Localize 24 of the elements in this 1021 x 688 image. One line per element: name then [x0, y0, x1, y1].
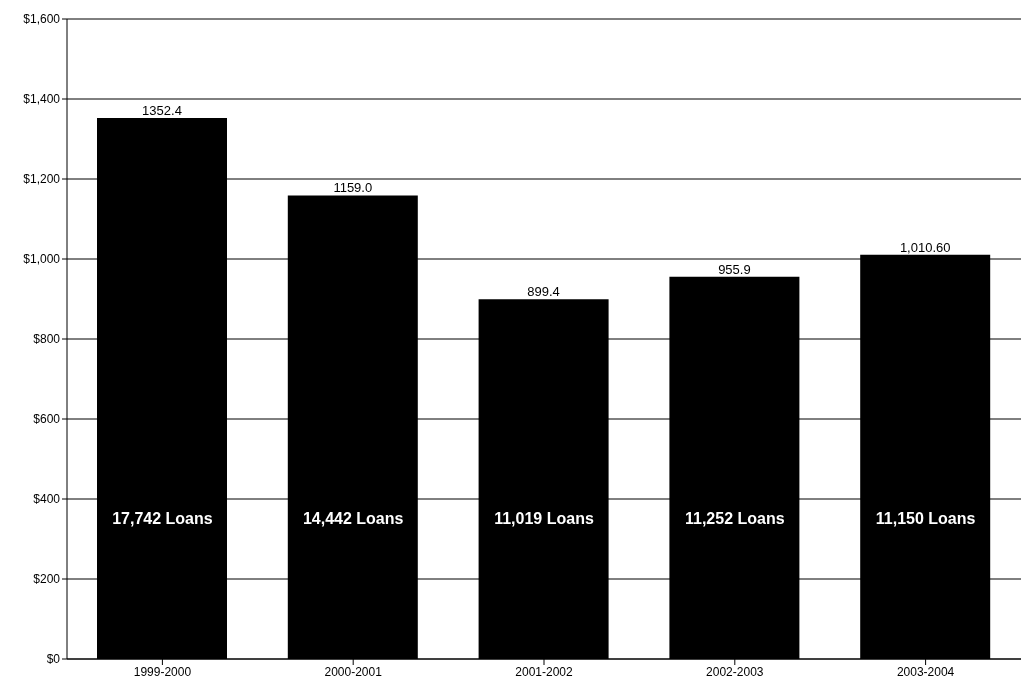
y-tick-label: $1,200: [23, 172, 61, 187]
data-label: 1352.4: [142, 103, 182, 119]
data-label: 1,010.60: [899, 239, 951, 255]
y-tick-label: $600: [33, 412, 61, 427]
x-tick-label: 2001-2002: [515, 664, 574, 679]
y-tick-label: $200: [33, 572, 61, 587]
data-label: 899.4: [527, 284, 560, 300]
y-tick-label: $1,000: [23, 252, 61, 267]
data-label: 1159.0: [333, 180, 373, 196]
annotation: 14,442 Loans: [302, 509, 404, 527]
annotation: 11,019 Loans: [494, 509, 594, 527]
y-tick-label: $400: [33, 492, 61, 507]
y-tick-label: $0: [46, 652, 61, 667]
y-tick-label: $1,400: [23, 92, 61, 107]
x-tick-label: 2003-2004: [896, 664, 955, 679]
y-tick-label: $800: [33, 332, 61, 347]
annotation: 17,742 Loans: [112, 509, 213, 527]
x-tick-label: 1999-2000: [133, 664, 192, 679]
data-label: 955.9: [718, 261, 751, 277]
x-tick-label: 2000-2001: [324, 664, 383, 679]
x-tick-label: 2002-2003: [706, 664, 764, 679]
annotation: 11,150 Loans: [875, 509, 976, 527]
annotation: 11,252 Loans: [684, 509, 785, 527]
y-tick-label: $1,600: [23, 12, 61, 27]
